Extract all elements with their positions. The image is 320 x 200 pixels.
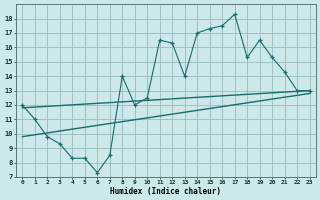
X-axis label: Humidex (Indice chaleur): Humidex (Indice chaleur) — [110, 187, 221, 196]
